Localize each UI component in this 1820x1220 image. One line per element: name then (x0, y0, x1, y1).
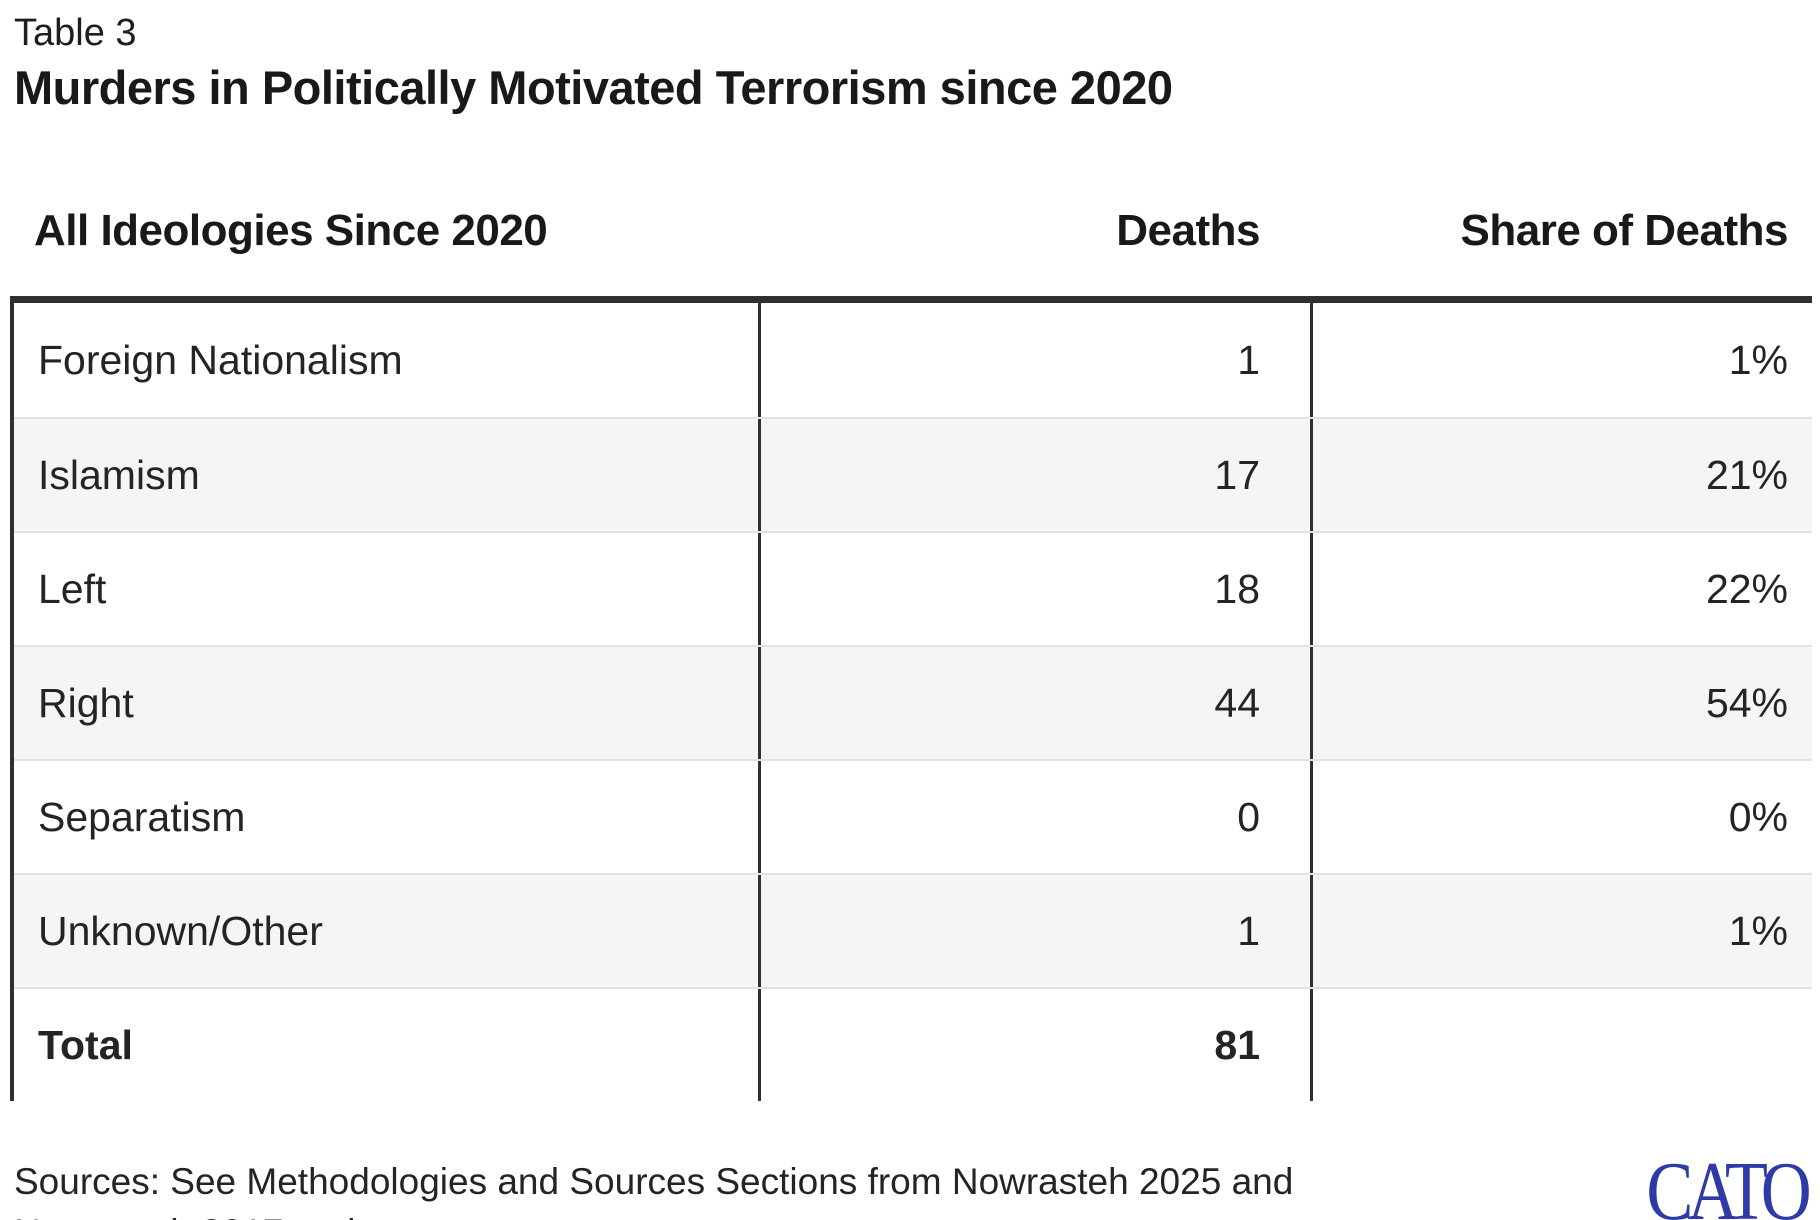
table-row: Foreign Nationalism 1 1% (14, 303, 1812, 417)
ideology-cell: Islamism (38, 451, 200, 498)
share-cell: 54% (1310, 647, 1812, 759)
ideology-cell: Foreign Nationalism (38, 336, 403, 383)
table-row: Islamism 17 21% (14, 417, 1812, 531)
table-total-row: Total 81 (14, 987, 1812, 1101)
sources-line-1: Sources: See Methodologies and Sources S… (14, 1161, 1294, 1220)
sources-note: Sources: See Methodologies and Sources S… (14, 1156, 1474, 1220)
share-cell: 21% (1310, 419, 1812, 531)
ideology-cell: Left (38, 565, 107, 612)
table-row: Left 18 22% (14, 531, 1812, 645)
table-number-label: Table 3 (14, 12, 137, 54)
deaths-cell: 17 (758, 419, 1310, 531)
ideology-cell: Unknown/Other (38, 907, 323, 954)
ideology-cell: Right (38, 679, 134, 726)
data-table: Foreign Nationalism 1 1% Islamism 17 21%… (10, 296, 1812, 1101)
cato-institute-logo: CATO (1646, 1145, 1812, 1220)
deaths-cell: 0 (758, 761, 1310, 873)
deaths-cell: 18 (758, 533, 1310, 645)
page-title: Murders in Politically Motivated Terrori… (14, 61, 1173, 114)
share-cell: 22% (1310, 533, 1812, 645)
ideology-cell: Separatism (38, 793, 246, 840)
table-row: Unknown/Other 1 1% (14, 873, 1812, 987)
column-header-ideology: All Ideologies Since 2020 (34, 206, 548, 255)
column-header-share: Share of Deaths (1460, 206, 1789, 255)
table-column-headers: All Ideologies Since 2020 Deaths Share o… (10, 206, 1812, 256)
deaths-cell: 44 (758, 647, 1310, 759)
deaths-cell: 81 (758, 989, 1310, 1101)
share-cell (1310, 989, 1812, 1101)
share-cell: 1% (1310, 303, 1812, 417)
deaths-cell: 1 (758, 303, 1310, 417)
ideology-cell: Total (38, 1021, 133, 1068)
table-row: Separatism 0 0% (14, 759, 1812, 873)
table-row: Right 44 54% (14, 645, 1812, 759)
deaths-cell: 1 (758, 875, 1310, 987)
share-cell: 0% (1310, 761, 1812, 873)
share-cell: 1% (1310, 875, 1812, 987)
column-header-deaths: Deaths (1116, 206, 1260, 255)
